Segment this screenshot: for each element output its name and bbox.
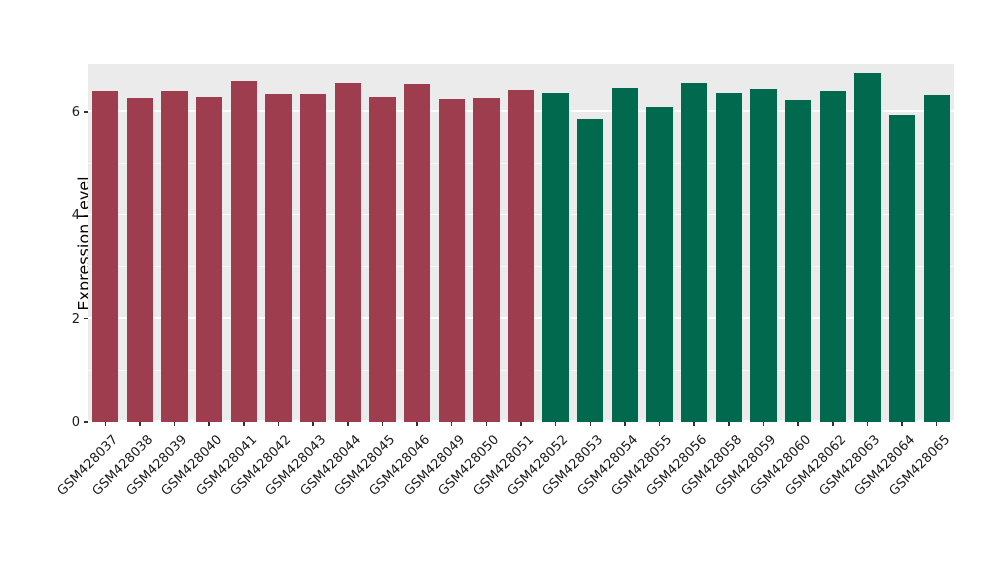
bar-slot	[850, 64, 885, 422]
bar-slot	[504, 64, 539, 422]
bar-slot	[192, 64, 227, 422]
bar-GSM428063	[854, 72, 881, 422]
y-tick-label: 6	[71, 105, 80, 121]
bar-GSM428041	[230, 81, 258, 422]
x-tick-mark	[901, 422, 903, 426]
x-tick-mark	[520, 422, 522, 426]
bar-slot	[677, 64, 712, 422]
bar-GSM428064	[888, 115, 916, 422]
x-tick-mark	[243, 422, 245, 426]
bar-GSM428055	[646, 106, 673, 422]
x-tick-mark	[381, 422, 384, 426]
bar-slot	[469, 64, 504, 422]
bars-container	[88, 64, 954, 422]
x-tick-mark	[312, 422, 314, 426]
bar-GSM428045	[369, 97, 396, 422]
y-tick-mark	[84, 111, 88, 113]
bar-slot	[88, 64, 123, 422]
bar-GSM428051	[507, 89, 535, 422]
bar-GSM428040	[196, 97, 223, 422]
bar-GSM428058	[715, 92, 742, 422]
x-tick-mark	[728, 422, 730, 426]
bar-GSM428060	[784, 100, 812, 422]
bar-GSM428042	[265, 93, 292, 422]
x-tick-mark	[208, 422, 210, 426]
bar-slot	[885, 64, 920, 422]
bar-GSM428049	[438, 99, 465, 422]
bar-slot	[642, 64, 677, 422]
bar-GSM428062	[819, 90, 846, 422]
x-tick-mark	[658, 422, 661, 426]
bar-GSM428056	[681, 83, 708, 422]
y-tick-label: 0	[71, 415, 80, 430]
bar-slot	[434, 64, 469, 422]
y-tick-label: 2	[71, 311, 80, 327]
bar-slot	[746, 64, 781, 422]
x-tick-mark	[347, 422, 349, 426]
y-tick-mark	[84, 317, 88, 320]
x-tick-mark	[104, 422, 107, 426]
x-tick-mark	[554, 422, 557, 426]
bar-GSM428053	[577, 119, 604, 422]
x-tick-mark	[797, 422, 799, 426]
bar-GSM428046	[403, 84, 431, 422]
bar-slot	[573, 64, 608, 422]
bar-GSM428044	[334, 83, 361, 422]
x-tick-mark	[485, 422, 488, 426]
bar-slot	[815, 64, 850, 422]
x-tick-mark	[416, 422, 418, 426]
bar-GSM428054	[611, 87, 639, 422]
plot-panel	[88, 64, 954, 422]
y-tick-label: 4	[71, 208, 80, 224]
bar-GSM428037	[92, 90, 119, 422]
bar-slot	[608, 64, 643, 422]
bar-GSM428039	[161, 90, 188, 422]
bar-slot	[400, 64, 435, 422]
bar-slot	[227, 64, 262, 422]
y-tick-mark	[84, 214, 88, 217]
x-tick-mark	[450, 422, 453, 426]
x-tick-mark	[866, 422, 869, 426]
x-tick-mark	[139, 422, 141, 426]
bar-slot	[123, 64, 158, 422]
bar-slot	[157, 64, 192, 422]
bar-GSM428050	[473, 98, 500, 422]
x-tick-mark	[277, 422, 280, 426]
bar-slot	[330, 64, 365, 422]
bar-GSM428052	[542, 92, 569, 422]
bar-GSM428043	[300, 93, 327, 422]
bar-slot	[296, 64, 331, 422]
x-tick-mark	[589, 422, 592, 426]
y-tick-mark	[84, 421, 88, 423]
x-tick-mark	[624, 422, 626, 426]
x-tick-mark	[173, 422, 176, 426]
x-tick-mark	[693, 422, 695, 426]
x-tick-mark	[762, 422, 765, 426]
bar-GSM428059	[750, 88, 777, 422]
bar-slot	[365, 64, 400, 422]
bar-slot	[261, 64, 296, 422]
bar-slot	[919, 64, 954, 422]
bar-slot	[781, 64, 816, 422]
x-tick-mark	[832, 422, 834, 426]
x-tick-mark	[935, 422, 938, 426]
bar-GSM428065	[923, 95, 950, 422]
bar-slot	[538, 64, 573, 422]
bar-GSM428038	[126, 98, 154, 422]
bar-slot	[712, 64, 747, 422]
